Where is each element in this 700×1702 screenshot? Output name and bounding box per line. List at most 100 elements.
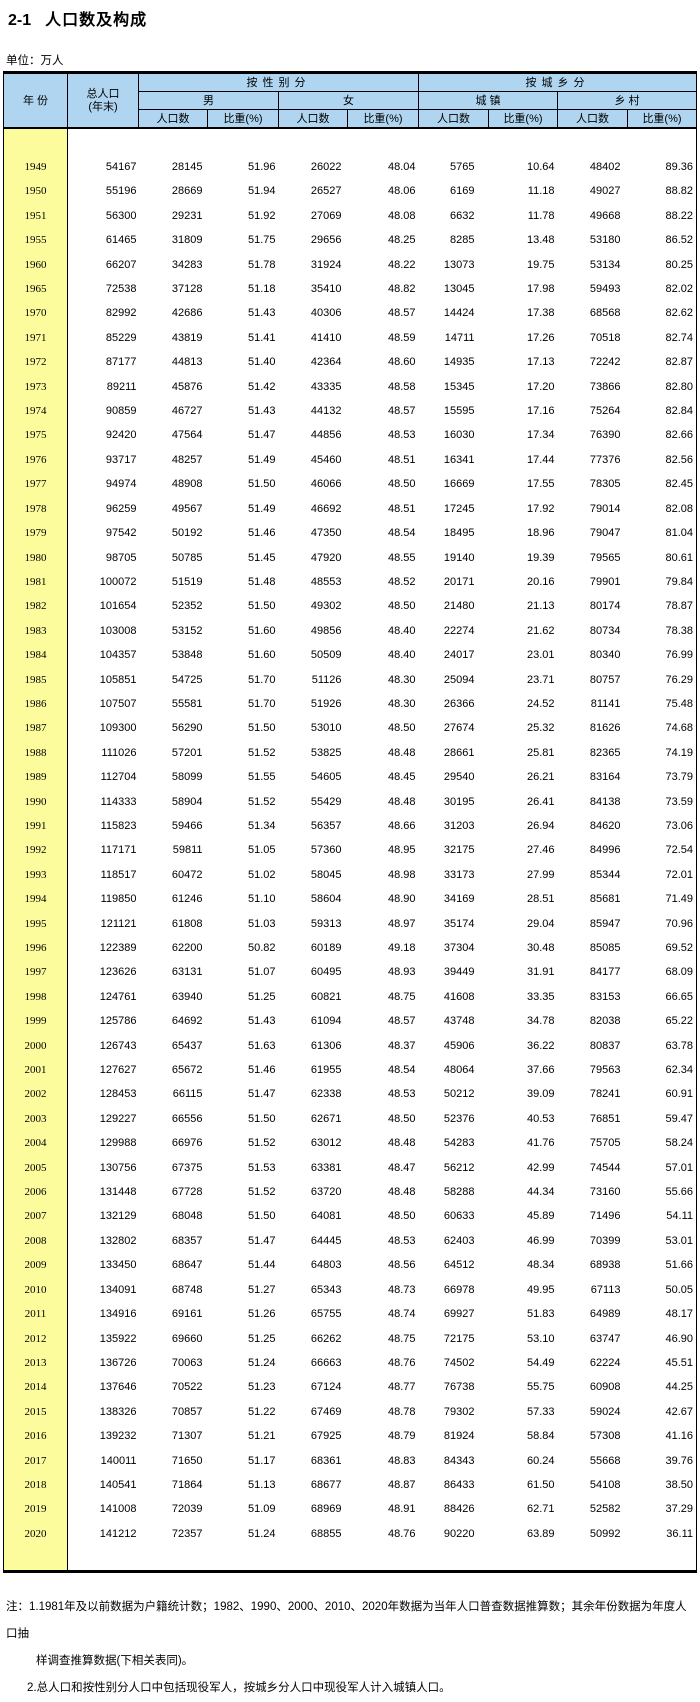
- cell-female_share: 48.78: [387, 1405, 416, 1418]
- table-row: 1972 87177 44813 51.40 42364 48.60 14935 17.13 7…: [3, 350, 697, 375]
- cell-rural_share: 53.01: [665, 1234, 693, 1247]
- cell-male_share: 51.63: [247, 1039, 276, 1052]
- header-urban: 城 镇: [418, 91, 558, 110]
- cell-rural_pop: 82365: [589, 746, 621, 759]
- cell-female_pop: 58604: [310, 893, 342, 906]
- cell-urban_share: 49.95: [526, 1283, 555, 1296]
- table-body: 1949 54167 28145 51.96 26022 48.04 5765 10.64 48…: [3, 128, 697, 1572]
- cell-rural_pop: 84138: [589, 795, 621, 808]
- cell-female_share: 48.66: [387, 819, 416, 832]
- cell-male_pop: 57201: [171, 746, 203, 759]
- table-row: 2014 137646 70522 51.23 67124 48.77 76738 55.75…: [3, 1375, 697, 1400]
- cell-male_share: 51.22: [247, 1405, 276, 1418]
- cell-male_share: 51.25: [247, 990, 276, 1003]
- cell-year: 1996: [3, 936, 68, 961]
- cell-male_pop: 67728: [171, 1186, 203, 1199]
- cell-male_pop: 54725: [171, 673, 203, 686]
- cell-female_pop: 64445: [310, 1234, 342, 1247]
- cell-rural_share: 63.78: [665, 1039, 693, 1052]
- cell-female_share: 48.57: [387, 1015, 416, 1028]
- cell-female_share: 48.57: [387, 405, 416, 418]
- cell-year: 2014: [3, 1375, 68, 1400]
- cell-year: 1994: [3, 887, 68, 912]
- cell-year: 1977: [3, 472, 68, 497]
- cell-female_pop: 54605: [310, 771, 342, 784]
- cell-total: 131448: [99, 1186, 137, 1199]
- cell-urban_pop: 8285: [450, 234, 475, 247]
- spacer-cell: [68, 1546, 697, 1572]
- cell-rural_share: 46.90: [665, 1332, 693, 1345]
- table-row: 1960 66207 34283 51.78 31924 48.22 13073 19.75 5…: [3, 252, 697, 278]
- cell-rural_share: 78.87: [665, 600, 693, 613]
- cell-urban_share: 25.32: [526, 722, 555, 735]
- cell-male_pop: 65672: [171, 1064, 203, 1077]
- cell-year: 2011: [3, 1302, 68, 1327]
- cell-male_share: 51.09: [247, 1503, 276, 1516]
- table-row: 2005 130756 67375 51.53 63381 48.47 56212 42.99…: [3, 1155, 697, 1181]
- cell-total: 126743: [99, 1039, 137, 1052]
- cell-female_share: 48.95: [387, 844, 416, 857]
- cell-male_pop: 53848: [171, 649, 203, 662]
- cell-total: 121121: [100, 917, 137, 930]
- cell-male_pop: 59811: [172, 844, 203, 857]
- cell-rural_share: 73.06: [665, 819, 693, 832]
- cell-urban_share: 58.84: [526, 1430, 555, 1443]
- cell-year: 2009: [3, 1253, 68, 1278]
- header-female: 女: [278, 91, 419, 110]
- cell-female_pop: 53010: [310, 722, 342, 735]
- cell-male_pop: 31809: [171, 234, 203, 247]
- cell-male_share: 51.48: [247, 575, 276, 588]
- table-row: 1976 93717 48257 51.49 45460 48.51 16341 17.44 7…: [3, 447, 697, 473]
- cell-year: 2012: [3, 1326, 68, 1351]
- cell-rural_pop: 59024: [589, 1405, 621, 1418]
- table-row: 2007 132129 68048 51.50 64081 48.50 60633 45.89…: [3, 1204, 697, 1229]
- cell-male_share: 51.17: [247, 1454, 276, 1467]
- cell-total: 90859: [105, 405, 137, 418]
- cell-male_share: 51.70: [247, 673, 276, 686]
- population-table: 年 份 总人口 (年末) 按性别分 按城乡分 男 女 城 镇 乡 村 人口数 比…: [3, 71, 697, 1574]
- cell-male_share: 51.78: [247, 258, 276, 271]
- cell-year: 1981: [3, 569, 68, 595]
- cell-rural_pop: 81626: [589, 722, 621, 735]
- cell-female_pop: 65755: [310, 1308, 342, 1321]
- footnote-line-2: 样调查推算数据(下相关表同)。: [36, 1655, 194, 1667]
- cell-rural_share: 59.47: [665, 1112, 693, 1125]
- cell-rural_pop: 60908: [589, 1381, 621, 1394]
- cell-rural_pop: 80340: [589, 649, 621, 662]
- cell-female_share: 48.90: [387, 893, 416, 906]
- cell-rural_pop: 80174: [589, 600, 621, 613]
- year-column-spacer: [3, 128, 68, 155]
- cell-total: 134091: [99, 1283, 137, 1296]
- cell-female_pop: 26527: [310, 185, 342, 198]
- cell-urban_pop: 20171: [443, 575, 475, 588]
- table-row: 1951 56300 29231 51.92 27069 48.08 6632 11.78 49…: [3, 203, 697, 229]
- cell-rural_share: 57.01: [665, 1161, 693, 1174]
- cell-rural_share: 37.29: [665, 1503, 693, 1516]
- cell-female_share: 48.04: [387, 161, 416, 173]
- cell-urban_share: 20.16: [526, 575, 555, 588]
- cell-male_share: 51.03: [247, 917, 276, 930]
- cell-female_pop: 61955: [310, 1064, 342, 1077]
- cell-female_share: 48.87: [387, 1478, 416, 1491]
- table-row: 1999 125786 64692 51.43 61094 48.57 43748 34.78…: [3, 1009, 697, 1034]
- cell-urban_pop: 34169: [443, 893, 475, 906]
- cell-female_pop: 31924: [310, 258, 342, 271]
- cell-rural_pop: 83153: [589, 990, 621, 1003]
- cell-total: 114333: [100, 795, 137, 808]
- cell-year: 2001: [3, 1058, 68, 1083]
- cell-female_pop: 49302: [310, 600, 342, 613]
- cell-female_share: 48.51: [387, 453, 416, 466]
- cell-female_pop: 47920: [310, 551, 342, 564]
- cell-urban_share: 29.04: [526, 917, 555, 930]
- cell-urban_share: 19.75: [526, 258, 555, 271]
- cell-male_share: 51.50: [247, 600, 276, 613]
- cell-male_pop: 28669: [171, 185, 203, 198]
- cell-urban_pop: 72175: [443, 1332, 475, 1345]
- cell-rural_share: 79.84: [665, 575, 693, 588]
- cell-female_pop: 40306: [310, 307, 342, 320]
- cell-male_pop: 46727: [171, 405, 203, 418]
- cell-rural_share: 82.84: [665, 405, 693, 418]
- cell-rural_share: 74.68: [665, 722, 693, 735]
- cell-urban_pop: 56212: [443, 1161, 475, 1174]
- cell-male_share: 51.52: [247, 1186, 276, 1199]
